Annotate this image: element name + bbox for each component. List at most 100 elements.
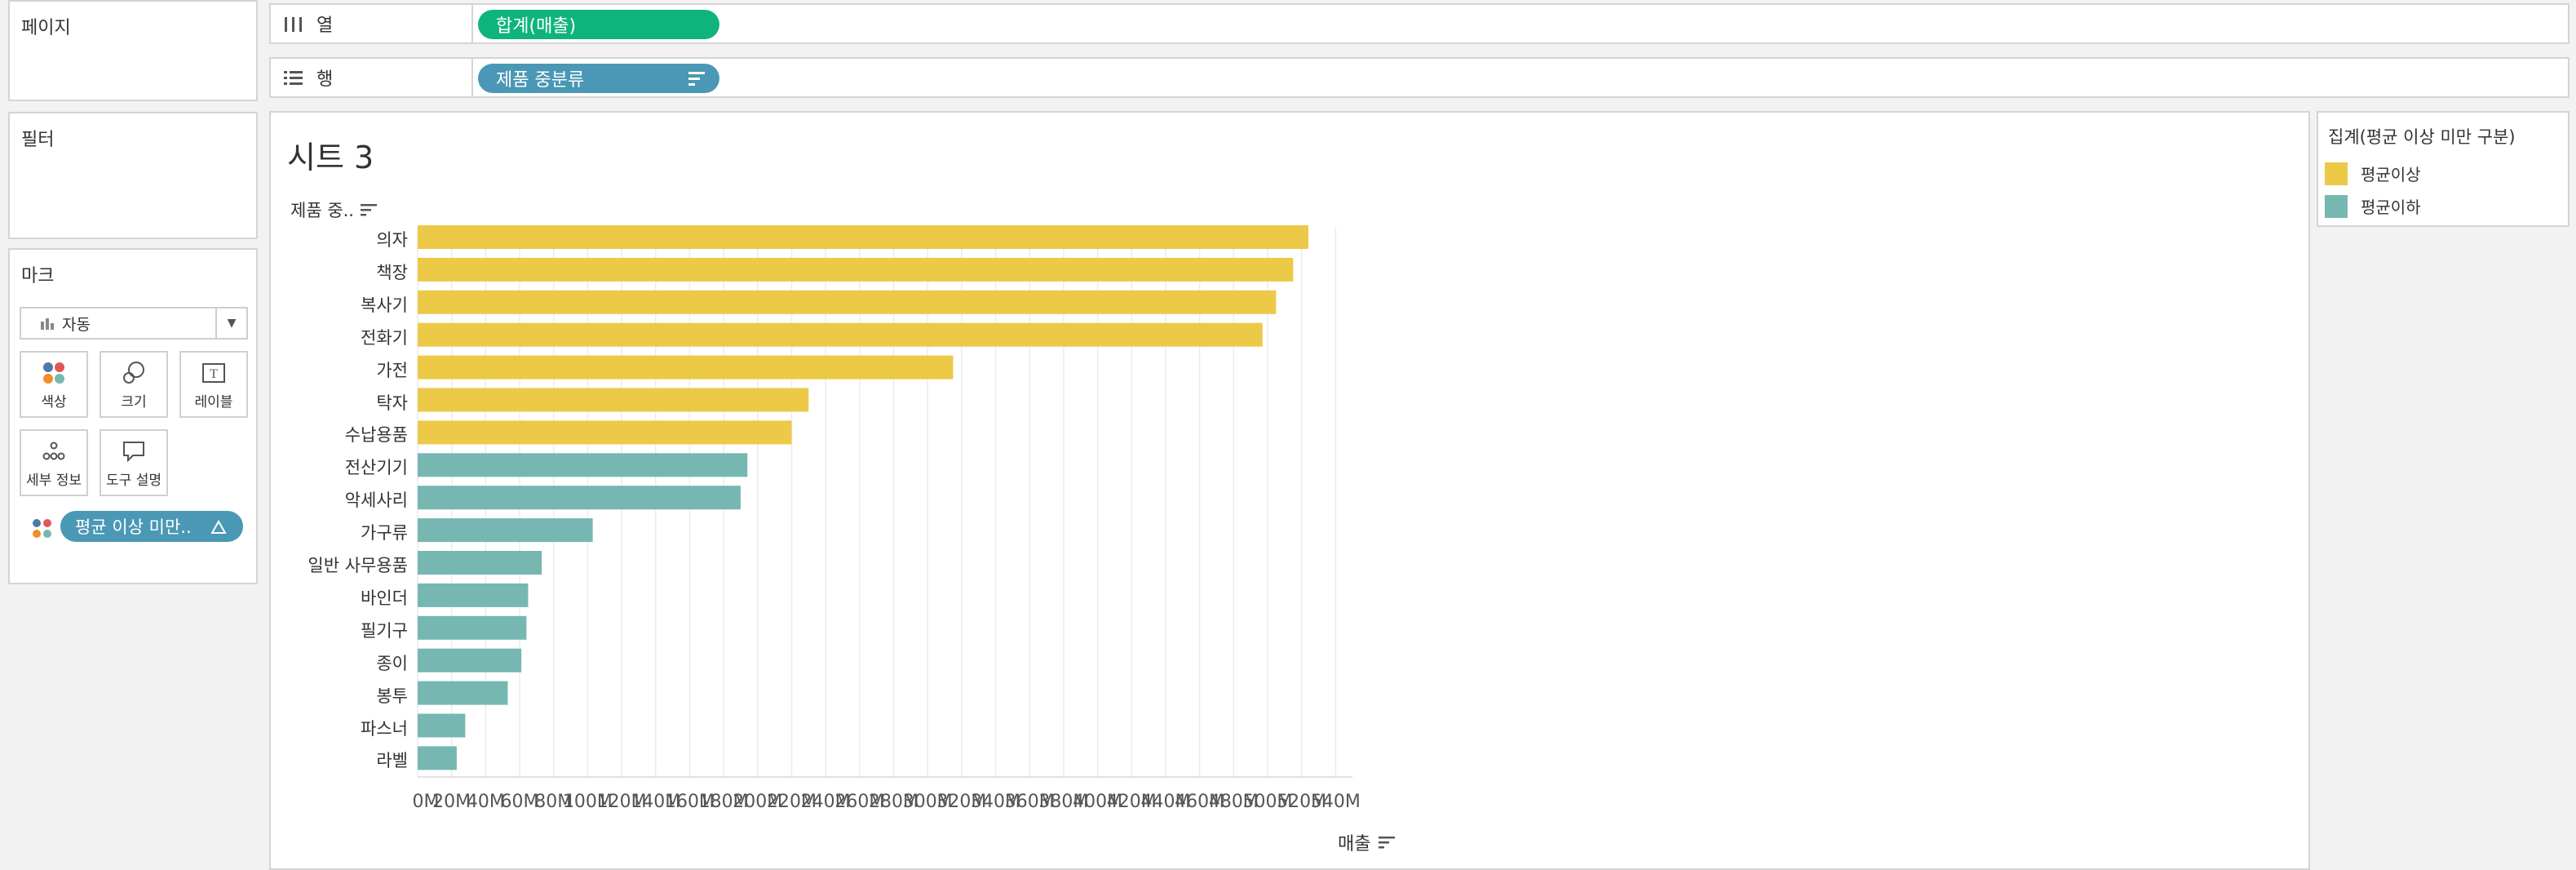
tick-label: 540M xyxy=(1310,792,1361,812)
category-label[interactable]: 라벨 xyxy=(376,751,408,771)
tick-label: 240M xyxy=(800,792,851,812)
marks-panel-title: 마크 xyxy=(21,266,55,286)
color-field-pill-label: 평균 이상 미만.. xyxy=(75,517,192,537)
columns-icon xyxy=(285,17,302,32)
legend-swatch-above xyxy=(2325,162,2348,185)
tick-label: 40M xyxy=(466,792,505,812)
category-label[interactable]: 바인더 xyxy=(361,588,408,608)
category-label[interactable]: 필기구 xyxy=(361,620,408,641)
tick-label: 320M xyxy=(936,792,987,812)
x-axis-title-label: 매출 xyxy=(1338,834,1371,854)
legend-item-below[interactable]: 평균이하 xyxy=(2325,194,2421,218)
tick-label: 440M xyxy=(1140,792,1191,812)
detail-button[interactable]: 세부 정보 xyxy=(20,429,88,496)
sort-descending-icon[interactable] xyxy=(688,70,706,87)
label-button-label: 레이블 xyxy=(194,394,233,411)
bar-11[interactable] xyxy=(418,583,529,607)
tick-label: 100M xyxy=(562,792,613,812)
tooltip-icon xyxy=(123,442,144,463)
category-label[interactable]: 의자 xyxy=(376,230,408,250)
columns-shelf[interactable]: 열 합계(매출) xyxy=(269,3,2569,44)
bar-13[interactable] xyxy=(418,648,522,672)
tick-label: 260M xyxy=(834,792,885,812)
category-label[interactable]: 종이 xyxy=(376,653,408,673)
tick-label: 300M xyxy=(902,792,953,812)
category-label[interactable]: 책장 xyxy=(376,262,408,282)
tooltip-button[interactable]: 도구 설명 xyxy=(100,429,168,496)
bar-15[interactable] xyxy=(418,713,466,738)
category-label[interactable]: 가전 xyxy=(376,360,408,380)
category-label[interactable]: 수납용품 xyxy=(344,425,408,446)
bar-chart xyxy=(417,225,1353,778)
sheet-title: 시트 3 xyxy=(287,140,374,175)
size-icon xyxy=(123,362,144,384)
tick-label: 420M xyxy=(1106,792,1157,812)
bar-5[interactable] xyxy=(418,388,809,412)
category-label[interactable]: 전화기 xyxy=(361,327,408,348)
bar-9[interactable] xyxy=(418,518,593,543)
color-button-label: 색상 xyxy=(41,394,67,411)
bar-10[interactable] xyxy=(418,551,542,575)
tick-label: 460M xyxy=(1175,792,1225,812)
bar-3[interactable] xyxy=(418,322,1263,347)
tick-label: 500M xyxy=(1242,792,1293,812)
category-label[interactable]: 봉투 xyxy=(376,686,408,706)
rows-shelf-title: 행 xyxy=(316,69,334,90)
bar-12[interactable] xyxy=(418,615,527,640)
columns-shelf-title: 열 xyxy=(316,16,334,36)
category-label[interactable]: 가구류 xyxy=(361,523,408,544)
category-label[interactable]: 복사기 xyxy=(361,295,408,315)
bar-4[interactable] xyxy=(418,355,954,380)
x-axis-title[interactable]: 매출 xyxy=(1338,829,1396,855)
axis-sort-icon[interactable] xyxy=(1379,835,1396,850)
subcategory-pill[interactable]: 제품 중분류 xyxy=(478,64,719,93)
bar-6[interactable] xyxy=(418,420,792,445)
bar-16[interactable] xyxy=(418,746,457,770)
size-button[interactable]: 크기 xyxy=(100,351,168,418)
row-header[interactable]: 제품 중.. xyxy=(290,198,378,222)
legend-item-above[interactable]: 평균이상 xyxy=(2325,162,2421,185)
legend-title: 집계(평균 이상 미만 구분) xyxy=(2328,127,2516,147)
category-label[interactable]: 악세사리 xyxy=(344,490,408,511)
sales-sum-pill[interactable]: 합계(매출) xyxy=(478,10,719,39)
mark-type-dropdown[interactable]: 자동 ▼ xyxy=(20,307,248,340)
chevron-down-icon[interactable]: ▼ xyxy=(215,308,246,338)
category-label[interactable]: 파스너 xyxy=(361,718,408,739)
bar-14[interactable] xyxy=(418,681,508,705)
bar-0[interactable] xyxy=(418,225,1309,249)
pages-panel[interactable]: 페이지 xyxy=(8,0,258,101)
tick-label: 180M xyxy=(698,792,749,812)
color-legend: 집계(평균 이상 미만 구분) 평균이상 평균이하 xyxy=(2317,111,2569,227)
rows-icon xyxy=(284,71,303,85)
row-header-label: 제품 중.. xyxy=(290,201,354,220)
legend-label-above: 평균이상 xyxy=(2361,165,2421,184)
pages-panel-title: 페이지 xyxy=(21,18,71,38)
tick-label: 140M xyxy=(631,792,681,812)
rows-shelf[interactable]: 행 제품 중분류 xyxy=(269,57,2569,98)
category-label[interactable]: 전산기기 xyxy=(344,458,408,478)
rows-shelf-label: 행 xyxy=(271,59,473,96)
tick-label: 400M xyxy=(1073,792,1123,812)
bar-7[interactable] xyxy=(418,453,748,477)
label-icon: T xyxy=(202,363,225,383)
detail-icon xyxy=(42,442,65,460)
filters-panel[interactable]: 필터 xyxy=(8,112,258,239)
tick-label: 520M xyxy=(1277,792,1327,812)
color-button[interactable]: 색상 xyxy=(20,351,88,418)
label-button[interactable]: T 레이블 xyxy=(179,351,248,418)
tick-label: 360M xyxy=(1004,792,1055,812)
delta-icon xyxy=(210,520,227,534)
tick-label: 60M xyxy=(500,792,539,812)
filters-panel-title: 필터 xyxy=(21,130,55,150)
category-label[interactable]: 일반 사무용품 xyxy=(308,556,408,575)
bar-1[interactable] xyxy=(418,257,1294,282)
sort-icon[interactable] xyxy=(361,202,378,217)
category-label[interactable]: 탁자 xyxy=(376,393,408,413)
color-icon xyxy=(43,362,64,384)
bar-2[interactable] xyxy=(418,290,1277,314)
color-field-pill[interactable]: 평균 이상 미만.. xyxy=(60,511,243,542)
legend-label-below: 평균이하 xyxy=(2361,198,2421,217)
bar-8[interactable] xyxy=(418,486,741,510)
